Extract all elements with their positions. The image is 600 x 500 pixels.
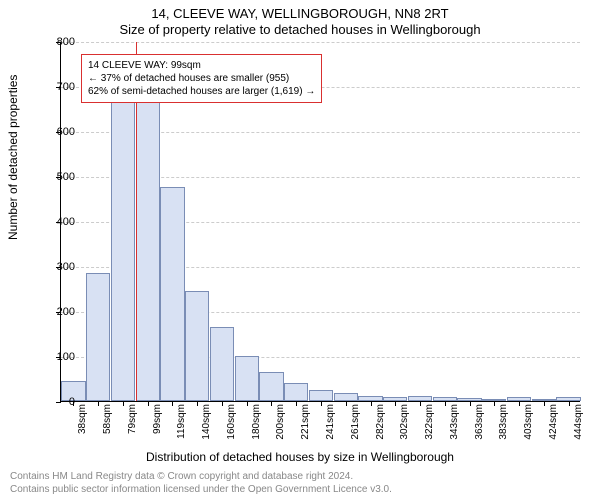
histogram-bar xyxy=(111,102,135,401)
x-tick-mark xyxy=(98,401,99,406)
x-tick-mark xyxy=(222,401,223,406)
x-tick-mark xyxy=(395,401,396,406)
x-tick-label: 363sqm xyxy=(474,404,485,440)
y-tick-label: 500 xyxy=(45,171,75,183)
y-axis-label: Number of detached properties xyxy=(6,75,20,240)
x-tick-mark xyxy=(494,401,495,406)
chart-title-line1: 14, CLEEVE WAY, WELLINGBOROUGH, NN8 2RT xyxy=(0,6,600,21)
chart-container: 14, CLEEVE WAY, WELLINGBOROUGH, NN8 2RT … xyxy=(0,0,600,500)
annotation-line: 62% of semi-detached houses are larger (… xyxy=(88,85,315,98)
x-tick-mark xyxy=(569,401,570,406)
annotation-box: 14 CLEEVE WAY: 99sqm← 37% of detached ho… xyxy=(81,54,322,103)
y-tick-label: 400 xyxy=(45,216,75,228)
x-tick-mark xyxy=(544,401,545,406)
histogram-bar xyxy=(160,187,184,401)
y-tick-label: 0 xyxy=(45,396,75,408)
x-tick-mark xyxy=(371,401,372,406)
x-tick-label: 282sqm xyxy=(375,404,386,440)
histogram-bar xyxy=(334,393,358,401)
histogram-bar xyxy=(259,372,283,401)
plot-area: 38sqm58sqm79sqm99sqm119sqm140sqm160sqm18… xyxy=(60,42,580,402)
x-tick-mark xyxy=(172,401,173,406)
x-tick-label: 38sqm xyxy=(77,404,88,434)
x-tick-label: 241sqm xyxy=(325,404,336,440)
x-tick-label: 403sqm xyxy=(523,404,534,440)
histogram-bar xyxy=(86,273,110,401)
y-tick-label: 300 xyxy=(45,261,75,273)
y-tick-label: 600 xyxy=(45,126,75,138)
annotation-line: 14 CLEEVE WAY: 99sqm xyxy=(88,59,315,72)
x-tick-label: 444sqm xyxy=(573,404,584,440)
x-tick-label: 119sqm xyxy=(176,404,187,439)
histogram-bar xyxy=(136,95,160,401)
x-tick-mark xyxy=(445,401,446,406)
footnote-line2: Contains public sector information licen… xyxy=(10,484,392,495)
x-tick-mark xyxy=(271,401,272,406)
x-tick-label: 140sqm xyxy=(201,404,212,440)
gridline xyxy=(61,42,580,43)
y-tick-label: 700 xyxy=(45,81,75,93)
x-tick-mark xyxy=(197,401,198,406)
x-tick-label: 261sqm xyxy=(350,404,361,440)
y-tick-label: 200 xyxy=(45,306,75,318)
x-tick-label: 79sqm xyxy=(127,404,138,434)
footnote: Contains HM Land Registry data © Crown c… xyxy=(10,471,392,496)
x-tick-mark xyxy=(470,401,471,406)
x-tick-label: 424sqm xyxy=(548,404,559,440)
y-tick-label: 800 xyxy=(45,36,75,48)
histogram-bar xyxy=(185,291,209,401)
x-tick-mark xyxy=(123,401,124,406)
x-axis-label: Distribution of detached houses by size … xyxy=(0,450,600,464)
x-tick-mark xyxy=(148,401,149,406)
x-tick-mark xyxy=(519,401,520,406)
x-tick-mark xyxy=(420,401,421,406)
x-tick-mark xyxy=(296,401,297,406)
histogram-bar xyxy=(210,327,234,401)
x-tick-label: 99sqm xyxy=(152,404,163,434)
histogram-bar xyxy=(235,356,259,401)
x-tick-label: 383sqm xyxy=(498,404,509,440)
x-tick-label: 343sqm xyxy=(449,404,460,440)
x-tick-label: 322sqm xyxy=(424,404,435,440)
x-tick-label: 180sqm xyxy=(251,404,262,440)
y-tick-label: 100 xyxy=(45,351,75,363)
x-tick-label: 221sqm xyxy=(300,404,311,440)
x-tick-mark xyxy=(346,401,347,406)
x-tick-mark xyxy=(321,401,322,406)
x-tick-label: 200sqm xyxy=(275,404,286,440)
footnote-line1: Contains HM Land Registry data © Crown c… xyxy=(10,471,353,482)
x-tick-label: 58sqm xyxy=(102,404,113,434)
histogram-bar xyxy=(309,390,333,401)
annotation-line: ← 37% of detached houses are smaller (95… xyxy=(88,72,315,85)
chart-title-line2: Size of property relative to detached ho… xyxy=(0,22,600,37)
histogram-bar xyxy=(284,383,308,401)
x-tick-label: 302sqm xyxy=(399,404,410,440)
x-tick-mark xyxy=(247,401,248,406)
x-tick-label: 160sqm xyxy=(226,404,237,440)
